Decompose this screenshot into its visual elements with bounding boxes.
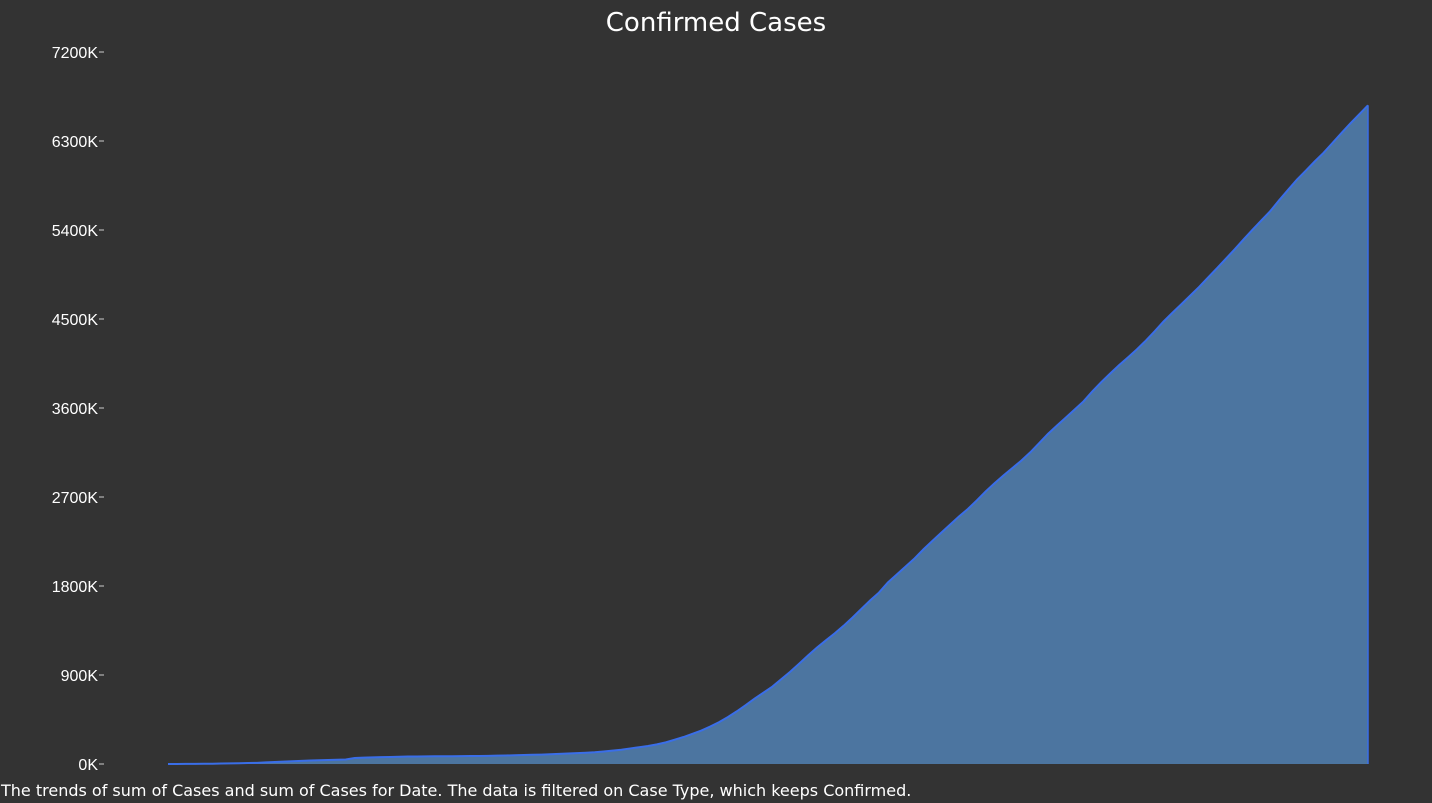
area-fill-confirmed bbox=[168, 105, 1368, 764]
y-tick-label: 7200K bbox=[52, 45, 99, 62]
y-tick-label: 4500K bbox=[52, 312, 99, 329]
chart-title: Confirmed Cases bbox=[605, 8, 827, 38]
y-tick-label: 0K bbox=[78, 757, 98, 774]
y-tick-label: 2700K bbox=[52, 490, 99, 507]
y-tick-label: 6300K bbox=[52, 134, 99, 151]
plot-area bbox=[168, 104, 1369, 765]
y-tick-label: 3600K bbox=[52, 401, 99, 418]
chart-caption: The trends of sum of Cases and sum of Ca… bbox=[1, 781, 912, 800]
y-tick-label: 1800K bbox=[52, 579, 99, 596]
series-line-confirmed bbox=[168, 104, 1369, 765]
y-tick-label: 900K bbox=[61, 668, 99, 685]
y-axis: 0K 900K 1800K 2700K 3600K 4500K 5400K 6300K 7200… bbox=[52, 45, 104, 774]
y-tick-label: 5400K bbox=[52, 223, 99, 240]
